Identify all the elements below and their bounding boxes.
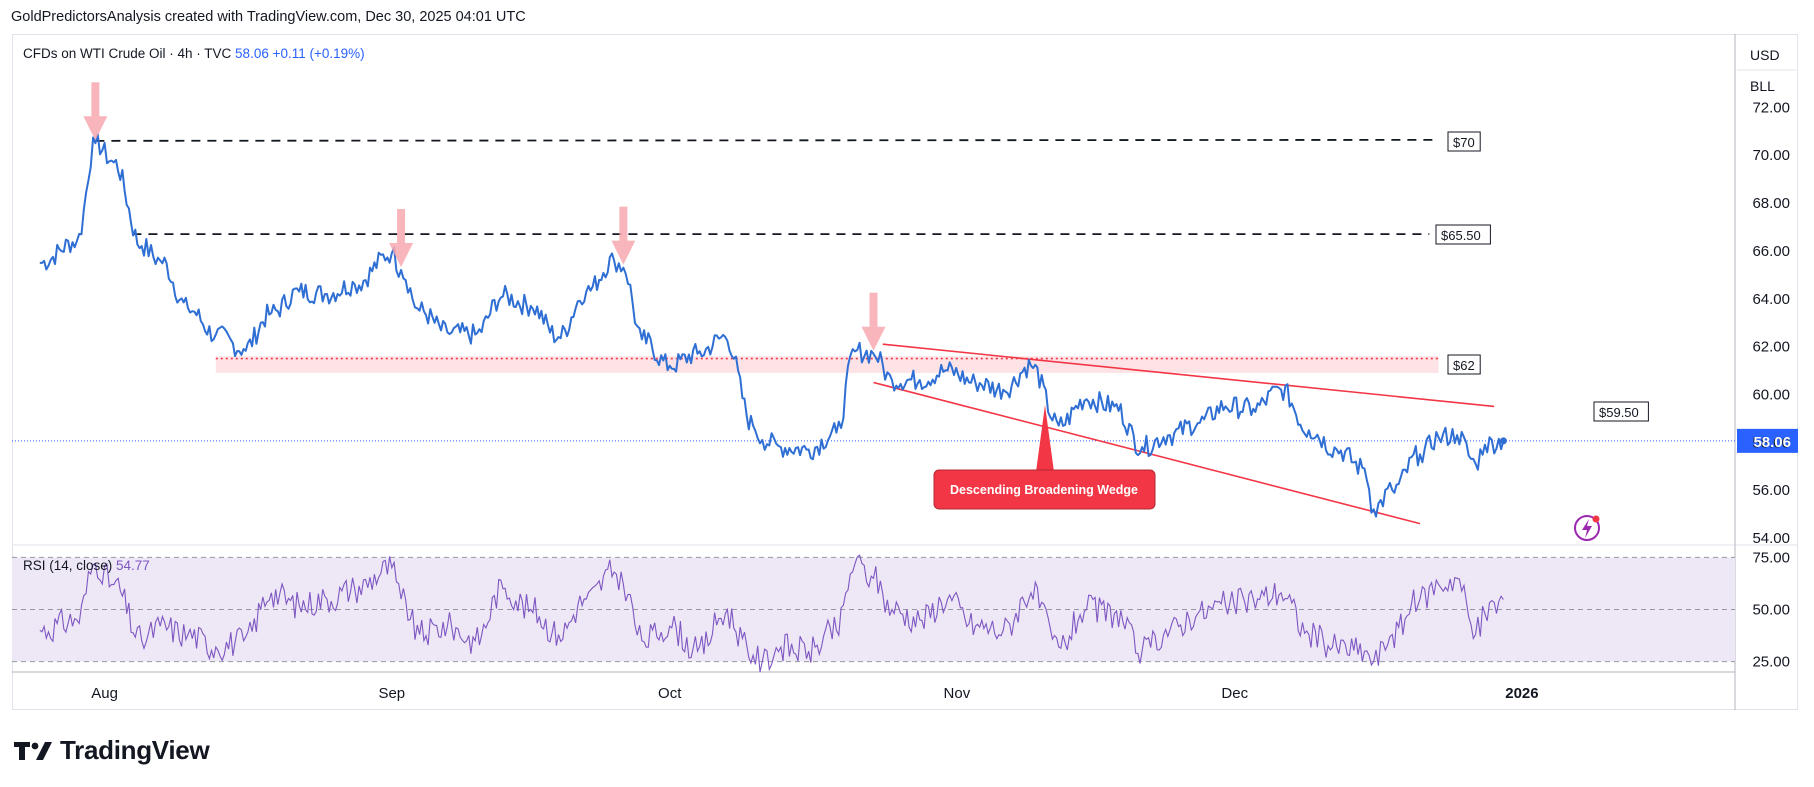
price-line [39, 132, 1505, 518]
y-tick-label: 62.00 [1752, 339, 1790, 356]
legend-change: +0.11 (+0.19%) [273, 46, 365, 61]
level-label: $65.50 [1441, 228, 1481, 243]
level-label: $70 [1453, 135, 1475, 150]
last-price-tag [1737, 428, 1798, 453]
wedge-lower-line [873, 381, 1421, 525]
chart-frame [12, 34, 1798, 710]
level-label-box [1435, 224, 1491, 245]
rsi-tick-label: 75.00 [1752, 549, 1790, 566]
wedge-upper-line [882, 343, 1495, 408]
icon-ring [1574, 515, 1600, 541]
x-tick-label: Dec [1221, 685, 1248, 702]
resistance-zone [215, 356, 1439, 373]
top-arrow-marker [861, 292, 886, 351]
top-arrow-marker [389, 209, 414, 268]
legend-last: 58.06 [235, 46, 269, 61]
marker-arrow [611, 206, 636, 265]
rsi-legend-last: 54.77 [116, 558, 150, 573]
currency-label: USD [1750, 47, 1780, 63]
level-label: $59.50 [1599, 405, 1639, 420]
callout-pointer [1036, 405, 1054, 472]
y-tick-label: 56.00 [1752, 482, 1790, 499]
logo-text: TradingView [60, 735, 210, 765]
rsi-legend-name[interactable]: RSI (14, close) [23, 558, 116, 573]
legend: CFDs on WTI Crude Oil · 4h · TVC 58.06 +… [23, 46, 365, 61]
rsi-legend: RSI (14, close) 54.77 [23, 558, 150, 573]
y-tick-label: 58.00 [1752, 434, 1790, 451]
y-tick-label: 66.00 [1752, 243, 1790, 260]
level-label: $62 [1453, 358, 1475, 373]
x-tick-label: 2026 [1505, 685, 1538, 702]
unit-label: BLL [1750, 78, 1775, 94]
rsi-tick-label: 50.00 [1752, 602, 1790, 619]
last-price-dot [1499, 437, 1507, 445]
tradingview-logo-icon [14, 741, 52, 760]
marker-arrow [861, 292, 886, 351]
level-label-box [1593, 401, 1649, 422]
legend-symbol[interactable]: CFDs on WTI Crude Oil · 4h · TVC [23, 46, 235, 61]
x-tick-label: Aug [91, 685, 118, 702]
pattern-label-box [933, 469, 1156, 510]
y-tick-label: 70.00 [1752, 147, 1790, 164]
level-label-box [1447, 131, 1481, 152]
rsi-line [39, 554, 1504, 673]
level-line [95, 138, 1439, 142]
x-tick-label: Nov [944, 685, 971, 702]
y-tick-label: 68.00 [1752, 195, 1790, 212]
level-label-box [1447, 354, 1481, 375]
chart-attribution: GoldPredictorsAnalysis created with Trad… [11, 9, 526, 25]
marker-arrow [389, 209, 414, 268]
rsi-band [12, 557, 1735, 662]
tradingview-logo[interactable]: TradingView [14, 735, 210, 766]
top-arrow-marker [83, 82, 108, 141]
top-arrow-marker [611, 206, 636, 265]
x-tick-label: Oct [658, 685, 682, 702]
icon-dot [1592, 515, 1600, 523]
y-tick-label: 60.00 [1752, 386, 1790, 403]
y-tick-label: 54.00 [1752, 530, 1790, 547]
replay-lightning-icon [1574, 515, 1600, 541]
marker-arrow [83, 82, 108, 141]
y-tick-label: 64.00 [1752, 291, 1790, 308]
last-price-tag-label: 58.06 [1753, 434, 1791, 451]
x-tick-label: Sep [378, 685, 405, 702]
y-tick-label: 72.00 [1752, 99, 1790, 116]
icon-bolt [1582, 519, 1592, 538]
pattern-label: Descending Broadening Wedge [950, 483, 1138, 497]
rsi-tick-label: 25.00 [1752, 654, 1790, 671]
